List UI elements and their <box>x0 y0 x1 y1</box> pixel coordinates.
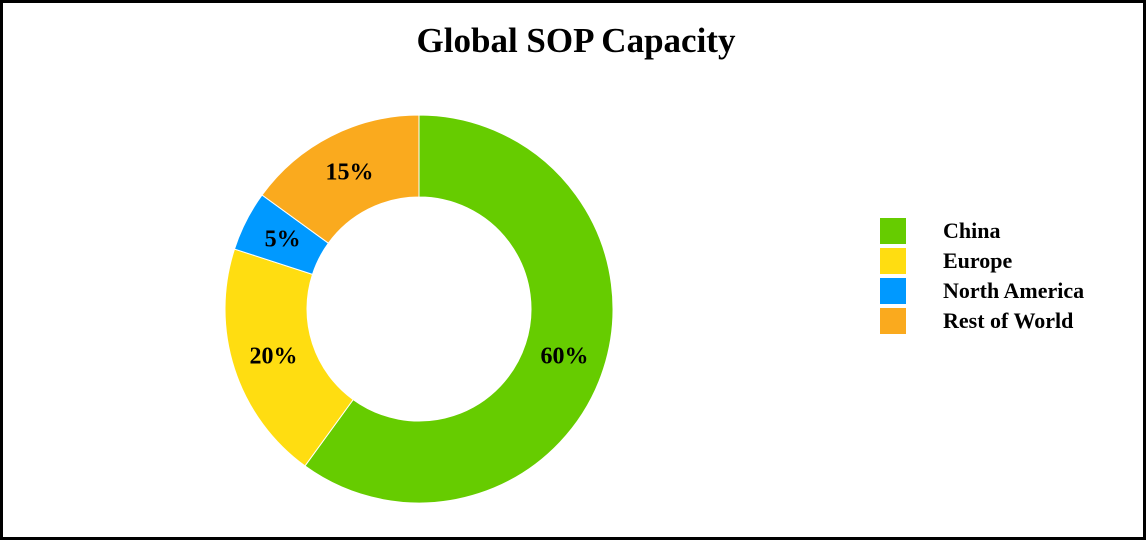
legend-swatch-north-america <box>880 278 906 304</box>
legend-item-china: China <box>880 216 1084 246</box>
legend-item-europe: Europe <box>880 246 1084 276</box>
legend-swatch-china <box>880 218 906 244</box>
donut-chart: 60% 20% 5% 15% <box>224 114 614 504</box>
slice-label-china: 60% <box>541 343 589 369</box>
legend-item-north-america: North America <box>880 276 1084 306</box>
chart-title: Global SOP Capacity <box>416 21 736 60</box>
legend-label-north-america: North America <box>943 278 1085 303</box>
slice-label-rest-of-world: 15% <box>326 160 374 186</box>
legend-swatch-rest-of-world <box>880 308 906 334</box>
slice-china <box>304 114 614 504</box>
legend-item-rest-of-world: Rest of World <box>880 306 1084 336</box>
slice-label-north-america: 5% <box>265 227 301 253</box>
legend-label-rest-of-world: Rest of World <box>943 308 1074 333</box>
slice-label-europe: 20% <box>249 343 297 369</box>
legend-swatch-europe <box>880 248 906 274</box>
legend-label-europe: Europe <box>943 248 1013 273</box>
legend-label-china: China <box>943 218 1001 243</box>
chart-legend: China Europe North America Rest of World <box>880 216 1084 336</box>
slice-labels: 60% 20% 5% 15% <box>249 160 588 370</box>
slice-europe <box>224 248 354 467</box>
slice-rest-of-world <box>261 114 420 244</box>
donut-slices <box>224 114 614 504</box>
